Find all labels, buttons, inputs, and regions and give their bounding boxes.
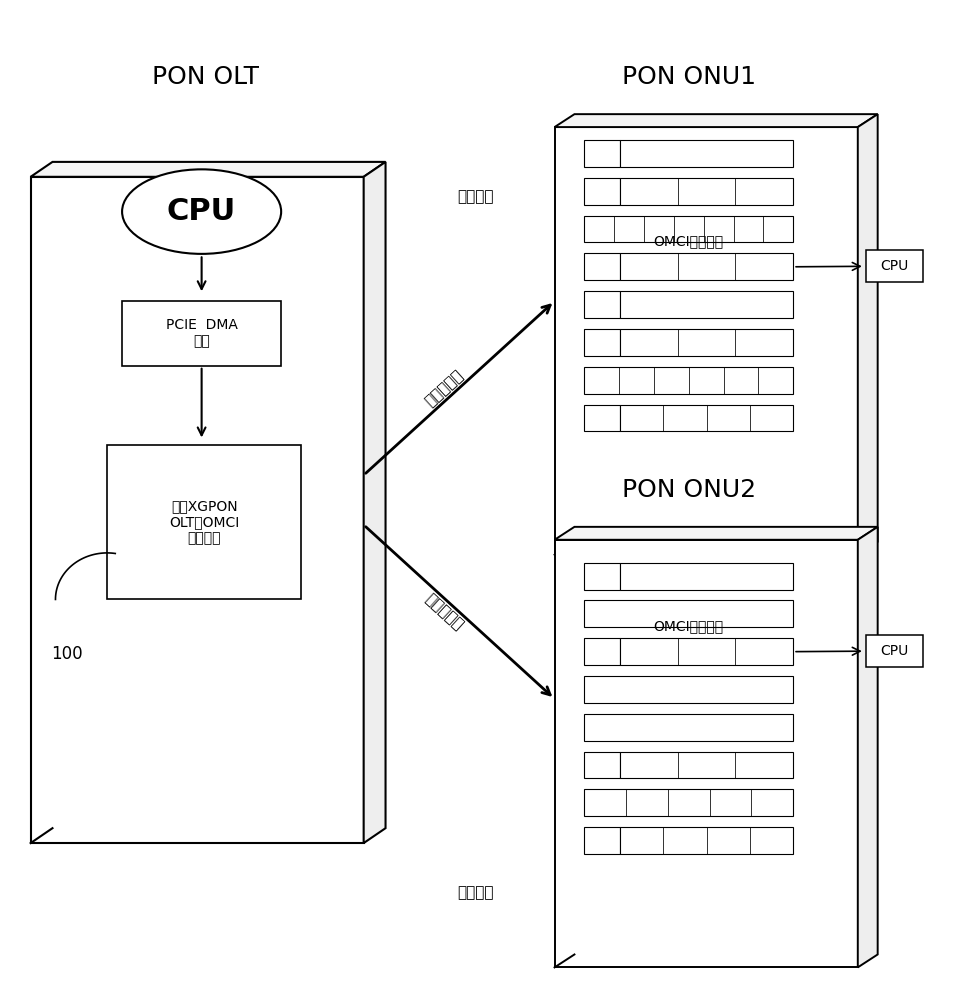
Text: 下行数据流: 下行数据流 [422,367,467,409]
Bar [107,445,301,599]
Bar [584,752,620,778]
Bar [584,253,620,280]
Text: OMCI指令队列: OMCI指令队列 [653,619,724,633]
Bar [584,140,620,167]
Ellipse shape [122,169,281,254]
Text: CPU: CPU [167,197,237,226]
Bar [584,827,620,854]
Polygon shape [555,527,878,540]
Text: PON ONU2: PON ONU2 [622,478,756,502]
Text: PCIE  DMA
通道: PCIE DMA 通道 [166,318,238,349]
Bar [584,714,793,741]
Text: 下行队列: 下行队列 [457,189,493,204]
Polygon shape [364,162,385,843]
Text: 下行队列: 下行队列 [457,885,493,900]
Polygon shape [555,127,857,555]
Text: 100: 100 [52,645,83,663]
Bar [620,405,793,431]
Bar [620,638,793,665]
Bar [584,178,620,205]
Bar [584,405,620,431]
Polygon shape [555,114,878,127]
Bar [584,367,793,394]
Bar [620,329,793,356]
Bar [584,329,620,356]
Bar [620,291,793,318]
Bar [620,178,793,205]
Text: CPU: CPU [880,644,909,658]
Bar [620,140,793,167]
Polygon shape [857,527,878,967]
Bar [584,291,620,318]
Bar [584,789,793,816]
Bar [584,216,793,242]
Bar [620,253,793,280]
Bar [620,563,793,589]
Polygon shape [31,177,364,843]
Bar [584,600,793,627]
Bar [866,635,924,667]
Polygon shape [857,114,878,555]
Bar [122,301,281,366]
Polygon shape [31,162,385,177]
Bar [584,563,620,589]
Bar [584,676,793,703]
Text: CPU: CPU [880,259,909,273]
Text: OMCI指令队列: OMCI指令队列 [653,234,724,248]
Text: 用于XGPON
OLT的OMCI
组帧装置: 用于XGPON OLT的OMCI 组帧装置 [169,499,240,546]
Bar [620,827,793,854]
Bar [620,752,793,778]
Polygon shape [555,540,857,967]
Bar [866,250,924,282]
Text: PON ONU1: PON ONU1 [622,65,756,89]
Bar [584,638,620,665]
Text: 下行数据流: 下行数据流 [422,591,467,633]
Text: PON OLT: PON OLT [152,65,259,89]
